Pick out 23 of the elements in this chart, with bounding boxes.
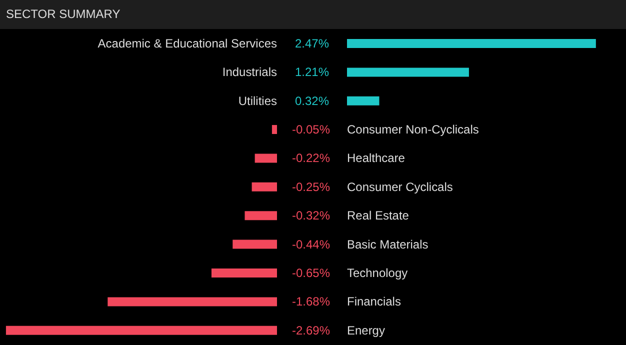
data-label: -0.32% xyxy=(292,208,330,223)
data-label: 2.47% xyxy=(295,36,330,50)
data-label: 1.21% xyxy=(295,65,330,80)
y-tick-label: Healthcare xyxy=(347,151,406,166)
data-label: -1.68% xyxy=(292,294,330,309)
y-tick-label: Financials xyxy=(347,294,401,309)
text: SECTOR SUMMARY xyxy=(0,0,626,29)
data-label: -0.65% xyxy=(292,266,330,280)
data-label: -0.44% xyxy=(292,237,330,252)
y-tick-label: Utilities xyxy=(238,94,278,108)
data-label: -0.05% xyxy=(292,122,330,137)
y-tick-label: Consumer Non-Cyclicals xyxy=(347,122,479,137)
data-label: -0.22% xyxy=(292,151,330,166)
data-label: -2.69% xyxy=(292,323,330,338)
y-tick-label: Energy xyxy=(347,323,385,338)
y-tick-label: Real Estate xyxy=(347,208,410,223)
y-tick-label: Basic Materials xyxy=(347,237,428,252)
y-tick-label: Academic & Educational Services xyxy=(98,36,278,50)
data-label: 0.32% xyxy=(295,94,330,108)
y-tick-label: Consumer Cyclicals xyxy=(347,180,453,194)
y-tick-label: Technology xyxy=(347,266,408,280)
data-label: -0.25% xyxy=(292,180,330,194)
y-tick-label: Industrials xyxy=(222,65,278,80)
